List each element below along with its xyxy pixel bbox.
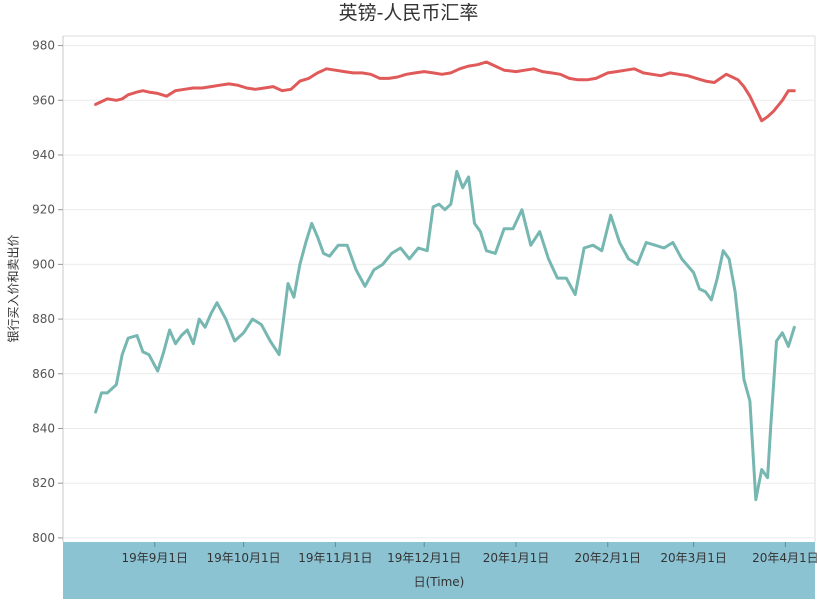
y-tick-label: 840: [32, 421, 55, 435]
y-tick-label: 900: [32, 257, 55, 271]
y-tick-label: 820: [32, 476, 55, 490]
y-tick-label: 960: [32, 93, 55, 107]
y-tick-label: 800: [32, 531, 55, 545]
x-tick-label: 19年10月1日: [207, 551, 281, 565]
y-tick-label: 880: [32, 312, 55, 326]
y-tick-label: 920: [32, 203, 55, 217]
x-axis-band: [63, 542, 815, 599]
x-tick-label: 19年9月1日: [122, 551, 189, 565]
x-tick-labels: 19年9月1日 19年10月1日 19年11月1日 19年12月1日 20年1月1日 20…: [122, 542, 817, 565]
y-tick-label: 940: [32, 148, 55, 162]
grid-lines: [63, 45, 815, 539]
x-tick-label: 20年2月1日: [574, 551, 641, 565]
x-tick-label: 20年4月1日: [752, 551, 817, 565]
series-line-buy: [94, 169, 796, 502]
x-tick-label: 19年11月1日: [298, 551, 372, 565]
series-lines: [94, 60, 796, 502]
chart-title: 英镑-人民币汇率: [338, 2, 479, 24]
y-tick-labels: 800 820 840 860 880 900 920 940 960 980: [32, 39, 63, 545]
x-axis-label: 日(Time): [413, 575, 465, 589]
y-tick-label: 980: [32, 39, 55, 53]
series-line-sell: [94, 60, 796, 123]
y-tick-label: 860: [32, 367, 55, 381]
x-tick-label: 19年12月1日: [387, 551, 461, 565]
x-tick-label: 20年1月1日: [483, 551, 550, 565]
x-tick-label: 20年3月1日: [660, 551, 727, 565]
